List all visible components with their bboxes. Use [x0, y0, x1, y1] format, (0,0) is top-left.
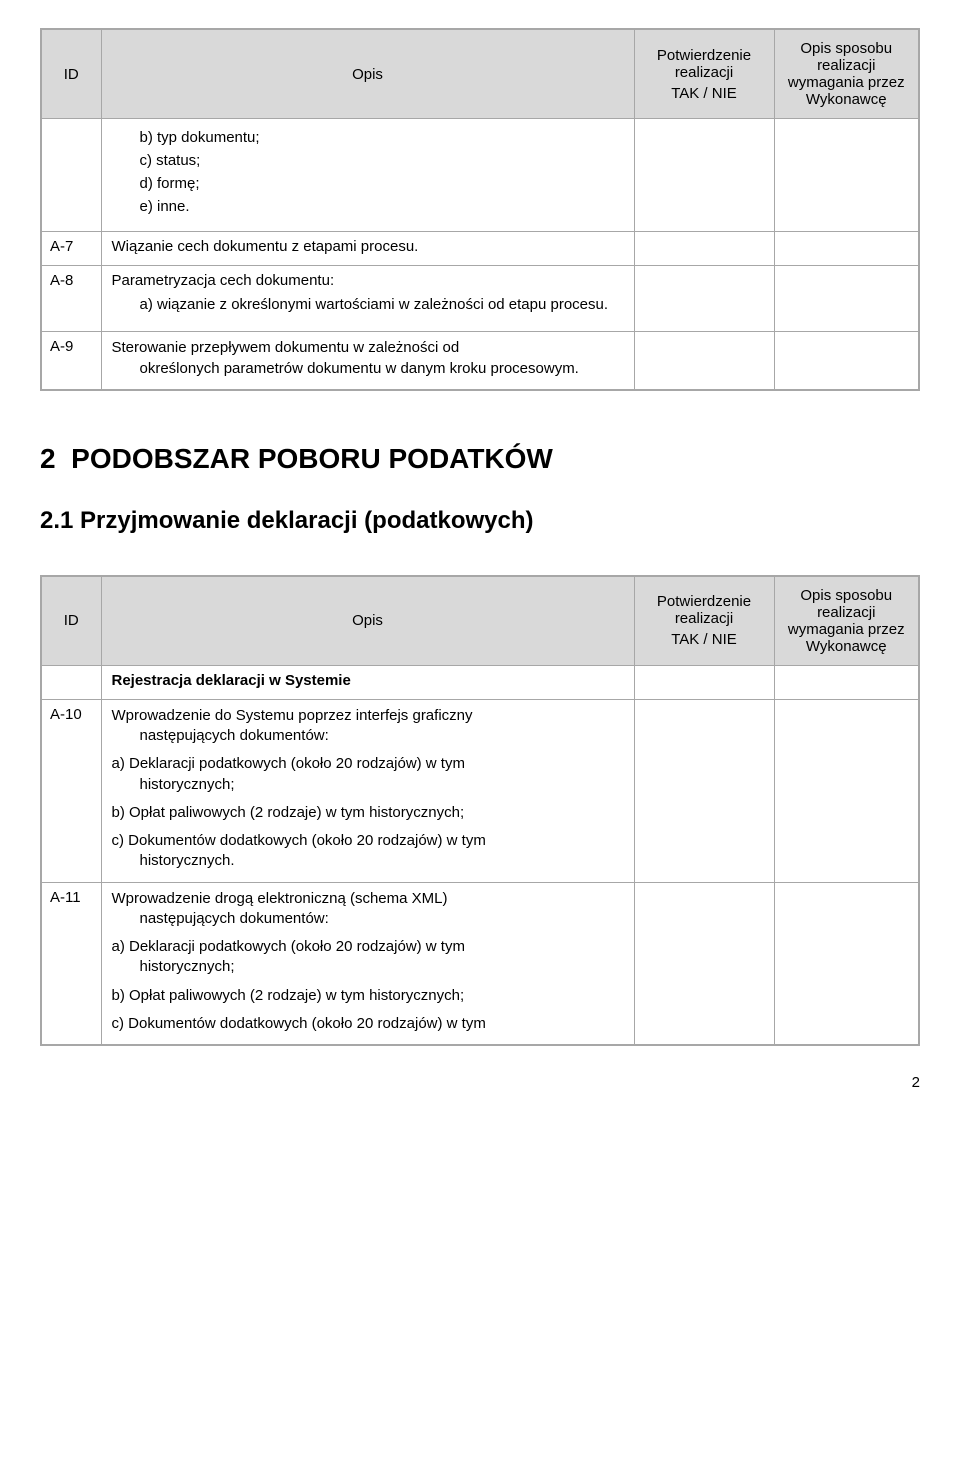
a11-a: a) Deklaracji podatkowych (około 20 rodz…	[112, 937, 624, 978]
requirements-table-1: ID Opis Potwierdzenie realizacji TAK / N…	[40, 28, 920, 391]
a10-c: c) Dokumentów dodatkowych (około 20 rodz…	[112, 831, 624, 872]
section-title-rest: ODOBSZAR POBORU PODATKÓW	[90, 443, 553, 474]
conf-cell	[634, 119, 774, 232]
col-desc-header: Opis	[101, 576, 634, 666]
intro-text: Parametryzacja cech dokumentu:	[112, 272, 624, 289]
a11-b: b) Opłat paliwowych (2 rodzaje) w tym hi…	[112, 986, 624, 1006]
sub-item: e) inne.	[140, 198, 624, 215]
id-cell: A-8	[41, 266, 101, 332]
id-cell: A-11	[41, 882, 101, 1045]
exec-cell	[774, 332, 919, 390]
desc-cell: Sterowanie przepływem dokumentu w zależn…	[101, 332, 634, 390]
id-cell: A-9	[41, 332, 101, 390]
section-2-heading: 2 PODOBSZAR POBORU PODATKÓW	[40, 443, 920, 475]
a10-intro: Wprowadzenie do Systemu poprzez interfej…	[112, 706, 624, 747]
id-empty	[41, 665, 101, 699]
conf-cell	[634, 266, 774, 332]
desc-cell: Wprowadzenie do Systemu poprzez interfej…	[101, 699, 634, 882]
page-number: 2	[40, 1074, 920, 1091]
table-row: A-11 Wprowadzenie drogą elektroniczną (s…	[41, 882, 919, 1045]
table-header-row: ID Opis Potwierdzenie realizacji TAK / N…	[41, 29, 919, 119]
a11-c: c) Dokumentów dodatkowych (około 20 rodz…	[112, 1014, 624, 1034]
sub-item: c) status;	[140, 152, 624, 169]
subsection-num: 2.1	[40, 507, 73, 534]
conf-cell	[634, 699, 774, 882]
desc-cell: Wprowadzenie drogą elektroniczną (schema…	[101, 882, 634, 1045]
exec-cell	[774, 266, 919, 332]
group-heading: Rejestracja deklaracji w Systemie	[101, 665, 634, 699]
conf-cell	[634, 232, 774, 266]
table-row: A-7 Wiązanie cech dokumentu z etapami pr…	[41, 232, 919, 266]
table-header-row: ID Opis Potwierdzenie realizacji TAK / N…	[41, 576, 919, 666]
conf-line1: Potwierdzenie realizacji	[643, 593, 766, 627]
exec-cell	[774, 665, 919, 699]
table-row: A-10 Wprowadzenie do Systemu poprzez int…	[41, 699, 919, 882]
conf-line2: TAK / NIE	[643, 85, 766, 102]
col-desc-header: Opis	[101, 29, 634, 119]
a10-b: b) Opłat paliwowych (2 rodzaje) w tym hi…	[112, 803, 624, 823]
section-title: P	[71, 443, 90, 474]
sub-item: d) formę;	[140, 175, 624, 192]
a11-intro: Wprowadzenie drogą elektroniczną (schema…	[112, 889, 624, 930]
exec-cell	[774, 119, 919, 232]
conf-cell	[634, 332, 774, 390]
exec-cell	[774, 882, 919, 1045]
table-row: A-8 Parametryzacja cech dokumentu: a) wi…	[41, 266, 919, 332]
id-cell-cont	[41, 119, 101, 232]
id-cell: A-10	[41, 699, 101, 882]
col-id-header: ID	[41, 576, 101, 666]
conf-line2: TAK / NIE	[643, 631, 766, 648]
desc-cell: Wiązanie cech dokumentu z etapami proces…	[101, 232, 634, 266]
sub-item: a) wiązanie z określonymi wartościami w …	[140, 295, 624, 315]
col-exec-header: Opis sposobu realizacji wymagania przez …	[774, 29, 919, 119]
exec-cell	[774, 232, 919, 266]
conf-cell	[634, 882, 774, 1045]
table-row: b) typ dokumentu; c) status; d) formę; e…	[41, 119, 919, 232]
a9-text: Sterowanie przepływem dokumentu w zależn…	[112, 338, 624, 379]
requirements-table-2: ID Opis Potwierdzenie realizacji TAK / N…	[40, 575, 920, 1046]
conf-cell	[634, 665, 774, 699]
subsection-2-1-heading: 2.1 Przyjmowanie deklaracji (podatkowych…	[40, 507, 920, 535]
section-num: 2	[40, 443, 56, 474]
col-conf-header: Potwierdzenie realizacji TAK / NIE	[634, 576, 774, 666]
id-cell: A-7	[41, 232, 101, 266]
sub-item: b) typ dokumentu;	[140, 129, 624, 146]
col-exec-header: Opis sposobu realizacji wymagania przez …	[774, 576, 919, 666]
conf-line1: Potwierdzenie realizacji	[643, 47, 766, 81]
table-row: A-9 Sterowanie przepływem dokumentu w za…	[41, 332, 919, 390]
exec-cell	[774, 699, 919, 882]
subsection-title: Przyjmowanie deklaracji (podatkowych)	[80, 507, 533, 534]
desc-cell: Parametryzacja cech dokumentu: a) wiązan…	[101, 266, 634, 332]
col-conf-header: Potwierdzenie realizacji TAK / NIE	[634, 29, 774, 119]
desc-cell-cont: b) typ dokumentu; c) status; d) formę; e…	[101, 119, 634, 232]
col-id-header: ID	[41, 29, 101, 119]
a10-a: a) Deklaracji podatkowych (około 20 rodz…	[112, 754, 624, 795]
table-row: Rejestracja deklaracji w Systemie	[41, 665, 919, 699]
